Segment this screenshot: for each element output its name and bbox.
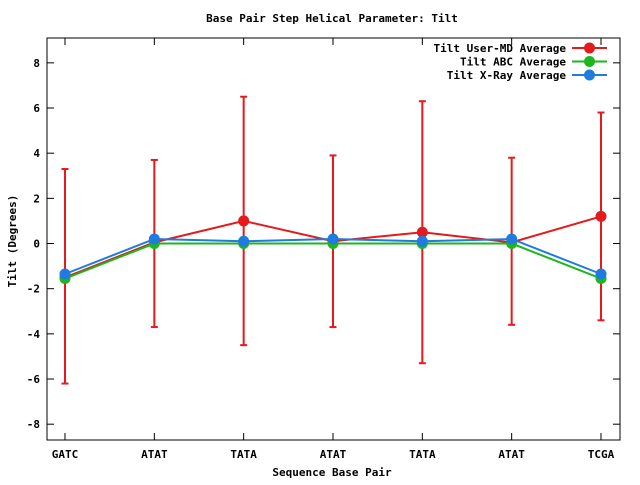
legend-marker-2 bbox=[584, 69, 595, 81]
legend-marker-0 bbox=[584, 42, 595, 54]
x-axis-label: Sequence Base Pair bbox=[272, 466, 392, 479]
y-tick-label: 2 bbox=[33, 192, 40, 205]
data-point-series-2 bbox=[506, 233, 518, 245]
legend-marker-1 bbox=[584, 56, 595, 67]
data-point-series-2 bbox=[238, 235, 250, 247]
data-point-series-0 bbox=[238, 215, 250, 227]
y-axis-label: Tilt (Degrees) bbox=[6, 195, 19, 288]
x-tick-label: TCGA bbox=[588, 448, 615, 461]
legend-label-2: Tilt X-Ray Average bbox=[447, 69, 567, 82]
data-point-series-2 bbox=[327, 233, 339, 245]
y-tick-label: 6 bbox=[33, 102, 40, 115]
data-point-series-0 bbox=[416, 226, 428, 238]
x-tick-label: GATC bbox=[52, 448, 79, 461]
y-tick-label: -6 bbox=[27, 373, 41, 386]
x-tick-label: TATA bbox=[409, 448, 436, 461]
data-point-series-0 bbox=[595, 210, 607, 222]
y-tick-label: -2 bbox=[27, 283, 40, 296]
x-tick-label: ATAT bbox=[320, 448, 347, 461]
y-tick-label: -8 bbox=[27, 418, 40, 431]
data-point-series-2 bbox=[416, 235, 428, 247]
data-point-series-2 bbox=[595, 268, 607, 280]
x-tick-label: ATAT bbox=[141, 448, 168, 461]
y-tick-label: 8 bbox=[33, 57, 40, 70]
y-tick-label: 0 bbox=[33, 238, 40, 251]
chart-title: Base Pair Step Helical Parameter: Tilt bbox=[206, 12, 458, 25]
legend-label-0: Tilt User-MD Average bbox=[434, 42, 567, 55]
y-tick-label: 4 bbox=[33, 147, 40, 160]
y-tick-label: -4 bbox=[27, 328, 41, 341]
data-point-series-2 bbox=[148, 233, 160, 245]
data-point-series-2 bbox=[59, 268, 71, 280]
legend-label-1: Tilt ABC Average bbox=[460, 56, 566, 69]
x-tick-label: ATAT bbox=[498, 448, 525, 461]
x-tick-label: TATA bbox=[230, 448, 257, 461]
